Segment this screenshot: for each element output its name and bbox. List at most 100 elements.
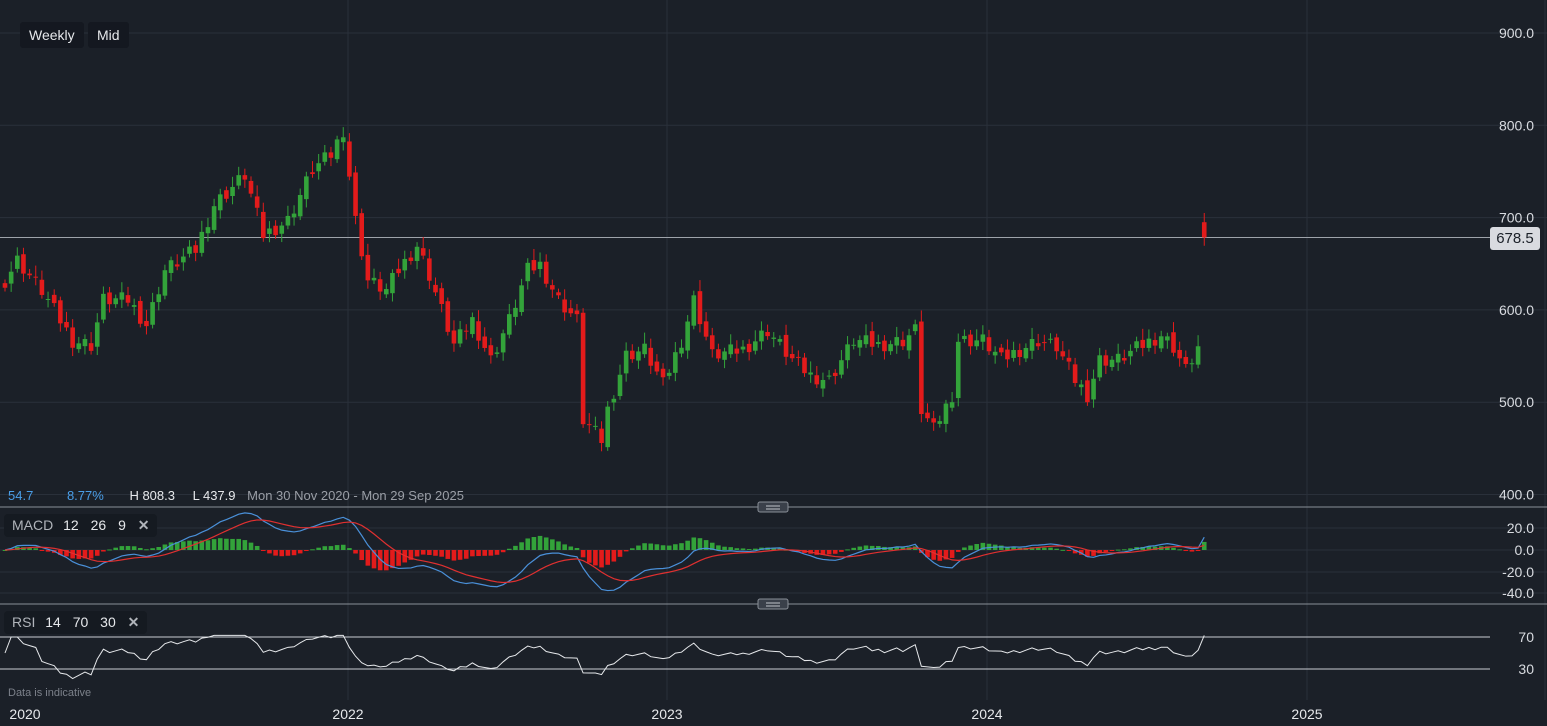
candle-down (599, 428, 604, 443)
candle-up (285, 215, 291, 226)
macd-histogram-bar (974, 544, 979, 550)
macd-histogram-bar (500, 550, 506, 553)
price-tick-label: 600.0 (1499, 302, 1534, 318)
close-rsi-icon[interactable]: ✕ (127, 614, 140, 630)
candle-down (254, 196, 260, 208)
macd-tick-label: 0.0 (1515, 542, 1535, 558)
candle-up (494, 352, 500, 354)
macd-histogram-bar (199, 540, 205, 550)
macd-histogram-bar (839, 550, 844, 552)
macd-histogram-bar (599, 550, 604, 568)
macd-histogram-bar (1066, 550, 1072, 552)
candle-down (261, 211, 266, 239)
macd-histogram-bar (476, 550, 481, 557)
time-tick-label: 2020 (9, 706, 40, 722)
macd-histogram-bar (70, 550, 75, 559)
macd-histogram-bar (193, 541, 198, 550)
last-price-tag: 678.5 (1490, 227, 1540, 250)
macd-histogram-bar (445, 550, 451, 559)
candle-up (304, 176, 309, 200)
candle-up (119, 292, 125, 300)
macd-histogram-bar (556, 541, 561, 550)
candle-down (789, 354, 795, 359)
macd-histogram-bar (1085, 550, 1090, 557)
macd-histogram-bar (537, 535, 543, 550)
macd-histogram-bar (574, 547, 580, 550)
macd-histogram-bar (1109, 550, 1115, 551)
candle-down (1201, 222, 1207, 238)
price-type-button[interactable]: Mid (88, 22, 129, 48)
macd-histogram-bar (248, 542, 254, 550)
candle-up (728, 344, 733, 355)
macd-fast: 12 (63, 517, 79, 533)
candle-down (482, 336, 487, 348)
candle-down (900, 339, 906, 347)
rsi-tick-label: 30 (1518, 661, 1534, 677)
candle-up (937, 421, 943, 424)
macd-histogram-bar (507, 548, 512, 550)
macd-histogram-bar (396, 550, 401, 566)
macd-histogram-bar (1195, 550, 1201, 551)
macd-histogram-bar (925, 550, 930, 558)
candle-up (507, 314, 512, 335)
candle-down (968, 334, 973, 347)
macd-histogram-bar (439, 550, 444, 557)
macd-histogram-bar (1072, 550, 1078, 554)
macd-histogram-bar (76, 550, 82, 559)
candle-up (876, 342, 881, 345)
candle-down (697, 291, 703, 325)
macd-histogram-bar (1165, 546, 1170, 550)
candle-up (851, 344, 856, 346)
macd-histogram-bar (716, 545, 721, 550)
macd-histogram-bar (630, 548, 635, 550)
candle-up (722, 351, 727, 360)
macd-histogram-bar (1115, 549, 1121, 551)
candle-down (2, 283, 8, 288)
macd-histogram-bar (322, 546, 328, 550)
candle-down (1103, 355, 1109, 366)
macd-histogram-bar (826, 550, 832, 555)
candle-up (605, 406, 610, 448)
macd-histogram-bar (1177, 549, 1182, 551)
macd-histogram-bar (1035, 547, 1041, 550)
candle-down (365, 254, 371, 281)
macd-histogram-bar (420, 550, 426, 555)
signal-line (4, 519, 1205, 584)
candle-down (882, 340, 887, 352)
macd-histogram-bar (58, 550, 63, 555)
macd-histogram-bar (568, 546, 574, 550)
macd-histogram-bar (525, 538, 531, 550)
candle-up (230, 186, 235, 197)
macd-histogram-bar (949, 550, 955, 558)
candle-down (51, 294, 57, 304)
interval-button[interactable]: Weekly (20, 22, 84, 48)
candle-up (826, 375, 832, 377)
candle-up (623, 350, 629, 374)
macd-histogram-bar (673, 544, 678, 550)
macd-histogram-bar (685, 540, 690, 550)
pane-resize-handle (757, 501, 789, 513)
candle-up (1165, 336, 1170, 341)
candle-down (1085, 380, 1090, 403)
macd-histogram-bar (359, 550, 364, 561)
candle-up (1097, 355, 1102, 378)
macd-histogram-bar (365, 550, 371, 566)
macd-histogram-bar (814, 550, 820, 555)
candle-down (1122, 357, 1127, 361)
macd-histogram-bar (230, 538, 235, 550)
macd-histogram-bar (254, 545, 260, 550)
candle-up (279, 225, 285, 234)
candle-down (568, 308, 574, 314)
candle-up (1091, 378, 1096, 400)
macd-histogram-bar (1171, 547, 1176, 550)
macd-histogram-bar (328, 546, 334, 550)
candle-up (168, 260, 174, 273)
candle-down (224, 190, 229, 199)
macd-slow: 26 (90, 517, 107, 533)
candle-up (642, 343, 647, 355)
candle-down (1183, 356, 1189, 364)
close-macd-icon[interactable]: ✕ (137, 517, 150, 533)
macd-histogram-bar (648, 543, 654, 550)
candle-up (15, 255, 20, 269)
